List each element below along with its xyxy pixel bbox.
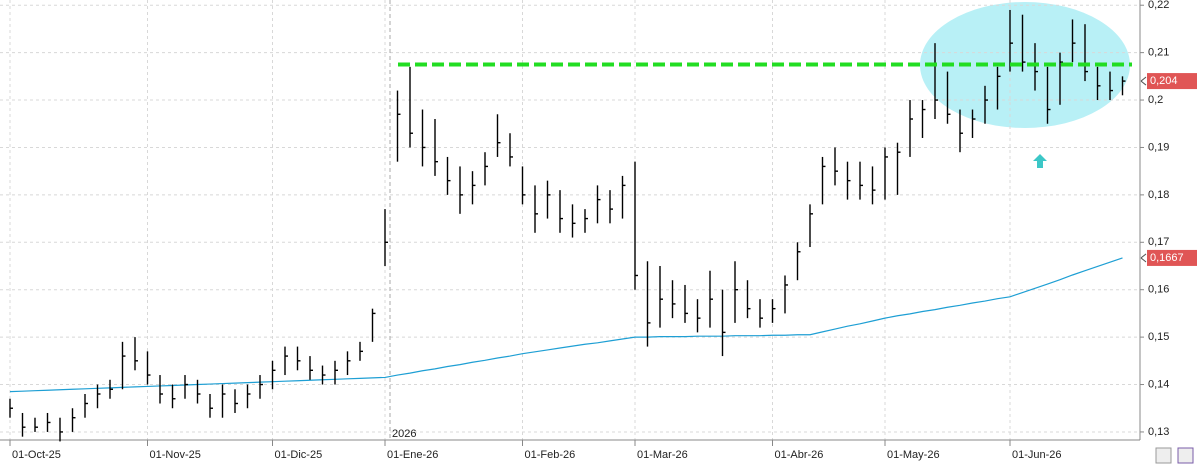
y-tick-label: 0,22 [1148, 0, 1169, 11]
price-pointer [1140, 76, 1147, 86]
year-label: 2026 [392, 428, 416, 440]
x-tick-label: 01-Oct-25 [12, 449, 61, 461]
highlight-ellipse [920, 2, 1130, 128]
x-tick-label: 01-May-26 [887, 449, 940, 461]
x-tick-label: 01-Feb-26 [525, 449, 576, 461]
x-tick-label: 01-Mar-26 [637, 449, 688, 461]
y-tick-label: 0,19 [1148, 141, 1169, 153]
x-tick-label: 01-Abr-26 [775, 449, 824, 461]
y-tick-label: 0,14 [1148, 378, 1169, 390]
price-label-box [1147, 249, 1197, 266]
y-tick-label: 0,15 [1148, 331, 1169, 343]
scroll-button[interactable] [1155, 447, 1172, 464]
x-tick-label: 01-Ene-26 [387, 449, 438, 461]
y-tick-label: 0,17 [1148, 236, 1169, 248]
y-tick-label: 0,21 [1148, 47, 1169, 59]
y-tick-label: 0,18 [1148, 189, 1169, 201]
price-label: 0,204 [1150, 75, 1178, 87]
x-tick-label: 01-Dic-25 [275, 449, 323, 461]
price-label: 0,1667 [1150, 252, 1184, 264]
y-tick-label: 0,13 [1148, 426, 1169, 438]
x-tick-label: 01-Jun-26 [1012, 449, 1062, 461]
price-pointer [1140, 253, 1147, 263]
moving-average [9, 257, 1123, 393]
x-tick-label: 01-Nov-25 [150, 449, 201, 461]
up-arrow [1033, 154, 1047, 168]
y-tick-label: 0,2 [1148, 94, 1163, 106]
price-label-box [1147, 73, 1197, 90]
save-button[interactable] [1177, 447, 1194, 464]
y-tick-label: 0,16 [1148, 284, 1169, 296]
